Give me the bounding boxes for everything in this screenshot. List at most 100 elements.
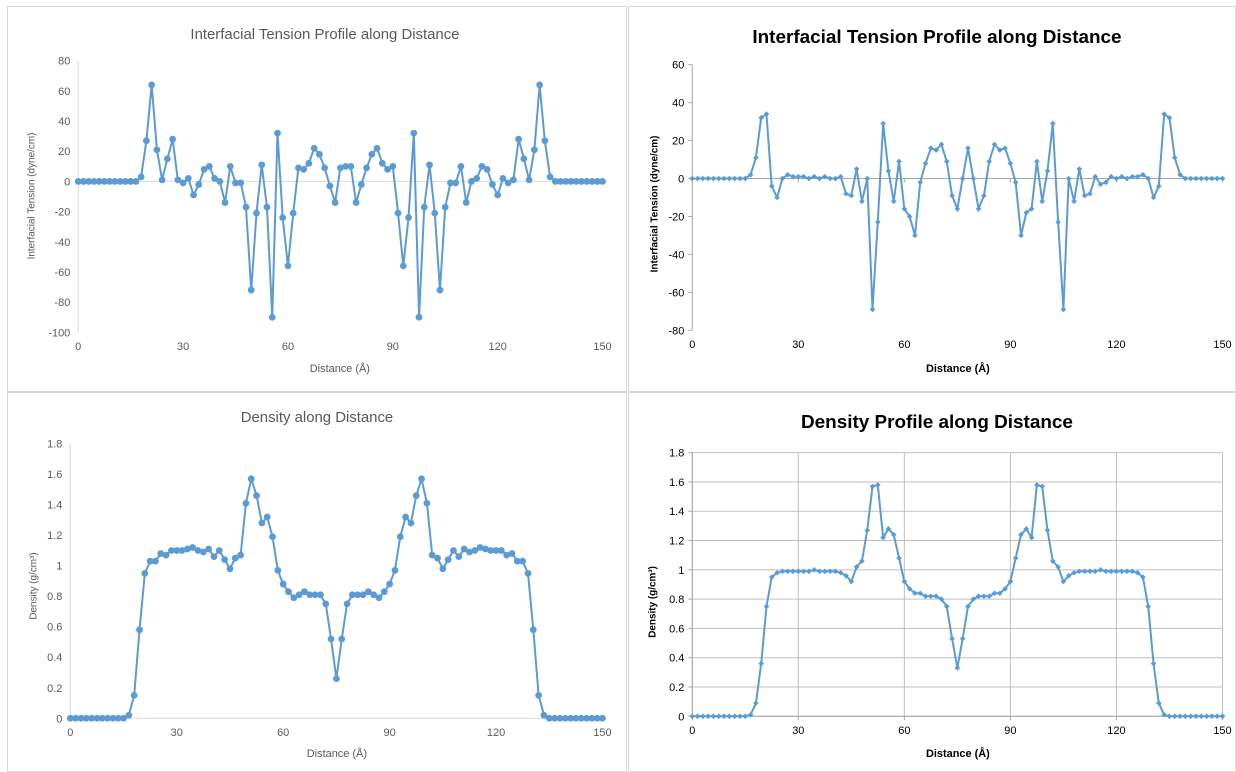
- x-tick-label: 150: [593, 341, 611, 353]
- data-point: [1124, 175, 1130, 182]
- data-point: [132, 178, 140, 185]
- data-point: [88, 714, 95, 722]
- y-axis-label: Interfacial Tension (dyne/cm): [26, 133, 37, 260]
- data-point: [710, 713, 717, 720]
- data-point: [896, 158, 902, 165]
- data-point: [880, 534, 886, 541]
- data-point: [1012, 179, 1019, 186]
- data-point: [153, 146, 161, 154]
- data-point: [943, 158, 950, 165]
- data-point: [853, 564, 860, 570]
- data-point: [306, 591, 314, 599]
- data-point: [101, 178, 108, 185]
- data-point: [300, 165, 308, 173]
- x-tick-label: 30: [792, 339, 804, 351]
- data-point: [137, 173, 145, 181]
- data-point: [1065, 175, 1072, 182]
- data-point: [689, 713, 696, 720]
- data-point: [1193, 713, 1199, 720]
- data-point: [774, 569, 780, 576]
- data-point: [194, 547, 202, 554]
- data-point: [869, 483, 876, 490]
- data-point: [114, 714, 122, 722]
- data-point: [146, 557, 154, 565]
- data-point: [975, 593, 982, 599]
- data-point: [169, 135, 176, 143]
- data-point: [399, 262, 407, 270]
- data-point: [359, 591, 367, 599]
- data-point: [959, 635, 966, 642]
- data-point: [468, 178, 475, 185]
- data-point: [928, 145, 934, 151]
- data-point: [790, 568, 796, 575]
- data-point: [120, 714, 127, 722]
- data-point: [593, 714, 601, 722]
- data-point: [800, 173, 807, 180]
- data-point: [1092, 173, 1099, 180]
- data-point: [1150, 660, 1157, 667]
- data-point: [441, 203, 449, 211]
- data-point: [510, 176, 517, 184]
- x-tick-label: 30: [177, 341, 189, 353]
- data-point: [109, 714, 117, 722]
- data-point: [583, 714, 590, 722]
- data-point: [901, 578, 908, 585]
- data-point: [705, 713, 711, 720]
- data-point: [195, 181, 203, 188]
- data-point: [389, 162, 397, 170]
- data-point: [747, 712, 754, 718]
- data-point: [106, 178, 114, 185]
- data-point: [279, 580, 287, 588]
- data-point: [694, 713, 701, 720]
- data-point: [1166, 115, 1173, 121]
- data-point: [72, 714, 80, 722]
- data-point: [864, 175, 871, 182]
- data-point: [494, 191, 502, 199]
- data-point: [859, 198, 865, 205]
- data-point: [152, 557, 159, 565]
- data-point: [529, 626, 537, 634]
- data-point: [1060, 578, 1067, 585]
- data-point: [577, 714, 585, 722]
- data-point: [949, 192, 955, 199]
- data-point: [407, 519, 415, 527]
- data-point: [795, 568, 802, 575]
- x-tick-label: 150: [593, 727, 611, 739]
- x-axis-label: Distance (Å): [310, 362, 370, 375]
- data-point: [221, 556, 229, 564]
- series-line: [692, 483, 1223, 718]
- data-point: [184, 545, 191, 553]
- data-point: [806, 175, 812, 182]
- data-point: [327, 635, 335, 643]
- data-point: [237, 551, 244, 559]
- data-point: [402, 513, 409, 521]
- chart-title: Density Profile along Distance: [801, 412, 1073, 433]
- data-point: [1219, 713, 1226, 720]
- data-point: [331, 199, 339, 206]
- data-point: [816, 568, 823, 575]
- data-point: [363, 164, 370, 172]
- data-point: [1044, 527, 1051, 534]
- x-tick-label: 90: [384, 727, 396, 739]
- x-tick-label: 0: [689, 339, 695, 351]
- data-point: [700, 175, 706, 182]
- data-point: [1087, 190, 1093, 197]
- data-point: [530, 146, 538, 154]
- data-point: [141, 569, 149, 577]
- data-point: [386, 580, 393, 588]
- data-point: [965, 603, 971, 610]
- data-point: [471, 547, 479, 554]
- y-axis-label: Density (g/cm³): [647, 566, 658, 638]
- data-point: [274, 129, 281, 137]
- data-point: [174, 176, 182, 184]
- data-point: [938, 596, 945, 602]
- data-point: [455, 553, 463, 560]
- data-point: [80, 178, 87, 185]
- data-point: [394, 209, 402, 217]
- data-point: [504, 179, 512, 187]
- data-point: [1034, 158, 1040, 165]
- data-point: [375, 594, 383, 602]
- data-point: [954, 665, 961, 671]
- data-point: [200, 165, 208, 173]
- y-tick-label: 0.8: [669, 594, 684, 606]
